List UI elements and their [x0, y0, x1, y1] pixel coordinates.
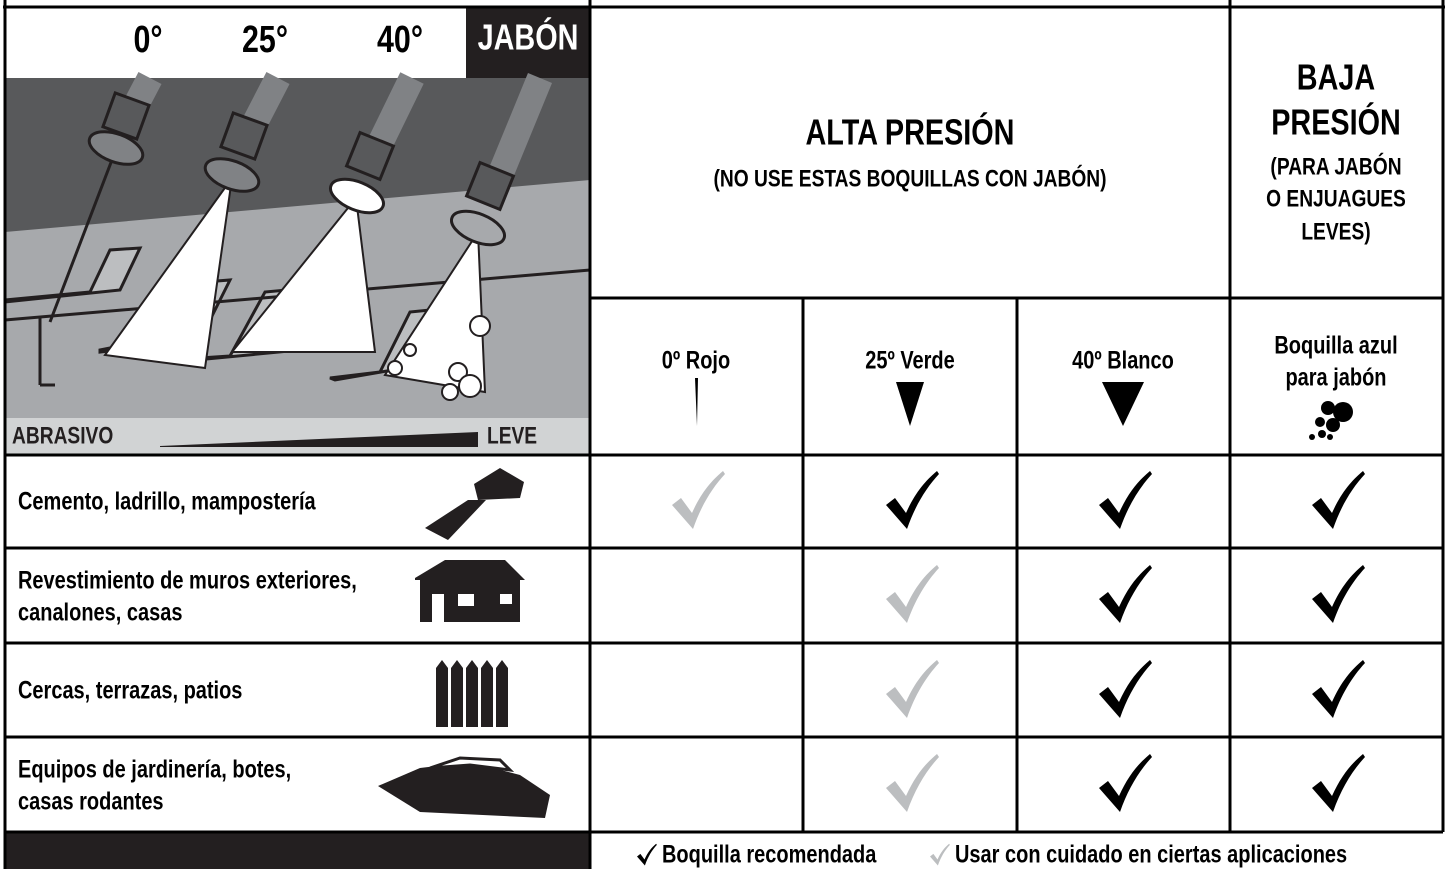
row-label: Cercas, terrazas, patios — [18, 677, 242, 705]
low-pressure-title: BAJA — [1297, 56, 1375, 97]
scale-left: ABRASIVO — [12, 421, 113, 449]
row-label: Equipos de jardinería, botes, — [18, 756, 291, 784]
legend-recommended: Boquilla recomendada — [662, 841, 877, 869]
low-pressure-note: (PARA JABÓN — [1270, 152, 1401, 180]
high-pressure-title: ALTA PRESIÓN — [806, 111, 1015, 152]
legend-caution: Usar con cuidado en ciertas aplicaciones — [955, 841, 1347, 869]
low-pressure-note: O ENJUAGUES — [1266, 184, 1406, 212]
footer-bar — [5, 832, 590, 869]
high-pressure-note: (NO USE ESTAS BOQUILLAS CON JABÓN) — [713, 164, 1106, 192]
scale-wedge — [160, 432, 478, 447]
legend-check — [930, 843, 950, 866]
row-label: Revestimiento de muros exteriores, — [18, 567, 357, 595]
angle-label: 40° — [377, 19, 423, 61]
row-icons — [378, 468, 550, 818]
nozzle-label: 40º Blanco — [1072, 347, 1174, 375]
nozzle-label: Boquilla azul — [1274, 332, 1397, 360]
legend-check — [637, 843, 657, 866]
low-pressure-note: LEVES) — [1301, 217, 1370, 245]
illustration: 0° 25° 40° JABÓN — [3, 8, 591, 455]
nozzle-label: 0º Rojo — [662, 347, 730, 375]
low-pressure-title: PRESIÓN — [1271, 101, 1401, 142]
row-label: Cemento, ladrillo, mampostería — [18, 488, 316, 516]
nozzles-art — [87, 71, 553, 247]
soap-box — [466, 8, 590, 78]
soap-label: JABÓN — [478, 16, 579, 57]
angle-label: 0° — [133, 19, 162, 61]
nozzle-label: 25º Verde — [865, 347, 955, 375]
row-label: canalones, casas — [18, 599, 182, 627]
sprays — [48, 151, 491, 401]
angle-label: 25° — [242, 19, 288, 61]
nozzle-label: para jabón — [1285, 364, 1386, 392]
nozzle-icons — [695, 378, 1353, 440]
scale-right: LEVE — [487, 421, 537, 449]
row-label: casas rodantes — [18, 788, 164, 816]
table-grid — [3, 0, 1445, 869]
scale-strip — [5, 418, 590, 455]
